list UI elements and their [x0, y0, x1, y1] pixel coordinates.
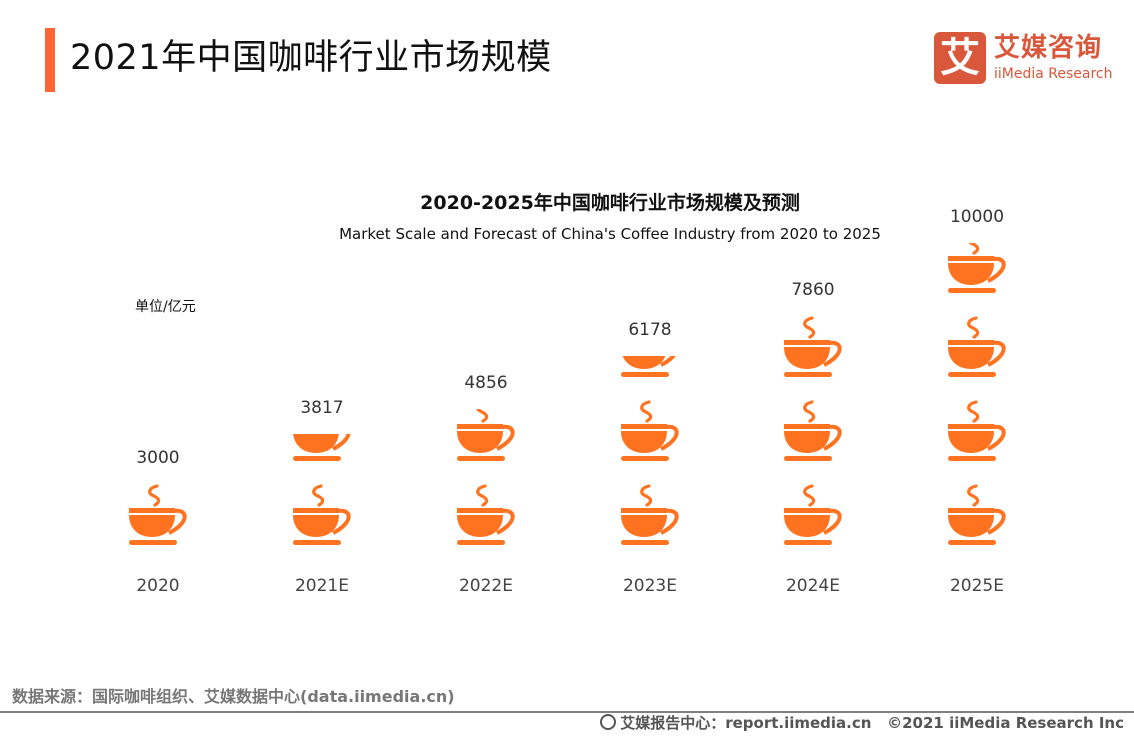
x-axis-label: 2022E [458, 576, 513, 596]
bar-column: 7860 2024E [773, 0, 853, 610]
logo-icon: 艾 [934, 32, 986, 84]
chart-subtitle: Market Scale and Forecast of China's Cof… [339, 225, 881, 243]
coffee-cup-icon [782, 316, 844, 378]
coffee-cup-icon [455, 484, 517, 546]
coffee-cup-icon [782, 484, 844, 546]
title-accent-bar [45, 28, 55, 92]
value-label: 3000 [136, 448, 180, 468]
globe-icon [600, 714, 617, 730]
coffee-cup-icon [291, 434, 353, 462]
bar-column: 3817 2021E [282, 0, 362, 610]
x-axis-label: 2021E [294, 576, 349, 596]
value-label: 10000 [949, 207, 1005, 227]
unit-label: 单位/亿元 [135, 299, 196, 315]
value-label: 6178 [628, 320, 672, 340]
coffee-cup-icon [291, 484, 353, 546]
coffee-cup-icon [946, 316, 1008, 378]
bar-column: 6178 2023E [610, 0, 690, 610]
coffee-cup-icon [946, 484, 1008, 546]
chart-title: 2020-2025年中国咖啡行业市场规模及预测 [420, 192, 800, 214]
x-axis-label: 2023E [622, 576, 677, 596]
data-source: 数据来源：国际咖啡组织、艾媒数据中心(data.iimedia.cn) [12, 687, 455, 706]
copyright: ©2021 iiMedia Research Inc [887, 714, 1124, 732]
coffee-cup-icon [946, 243, 1008, 294]
iimedia-logo: 艾 艾媒咨询 iiMedia Research [934, 32, 1114, 86]
coffee-cup-icon [619, 400, 681, 462]
bar-column: 10000 2025E [937, 0, 1017, 610]
bar-column: 3000 2020 [118, 0, 198, 610]
coffee-cup-icon [782, 400, 844, 462]
value-label: 4856 [464, 373, 508, 393]
coffee-cup-icon [127, 484, 189, 546]
x-axis-label: 2024E [785, 576, 840, 596]
coffee-cup-icon [619, 356, 681, 378]
coffee-cup-icon [455, 409, 517, 462]
value-label: 7860 [791, 280, 835, 300]
x-axis-label: 2020 [136, 576, 180, 596]
bar-column: 4856 2022E [446, 0, 526, 610]
logo-en-text: iiMedia Research [994, 66, 1113, 82]
report-center: 艾媒报告中心：report.iimedia.cn [620, 714, 872, 732]
page-title: 2021年中国咖啡行业市场规模 [70, 38, 552, 78]
coffee-cup-icon [619, 484, 681, 546]
logo-cn-text: 艾媒咨询 [994, 33, 1103, 63]
x-axis-label: 2025E [949, 576, 1004, 596]
value-label: 3817 [300, 398, 344, 418]
coffee-cup-icon [946, 400, 1008, 462]
footer: 艾媒报告中心：report.iimedia.cn ©2021 iiMedia R… [600, 713, 1124, 733]
footer-divider [0, 711, 1134, 713]
